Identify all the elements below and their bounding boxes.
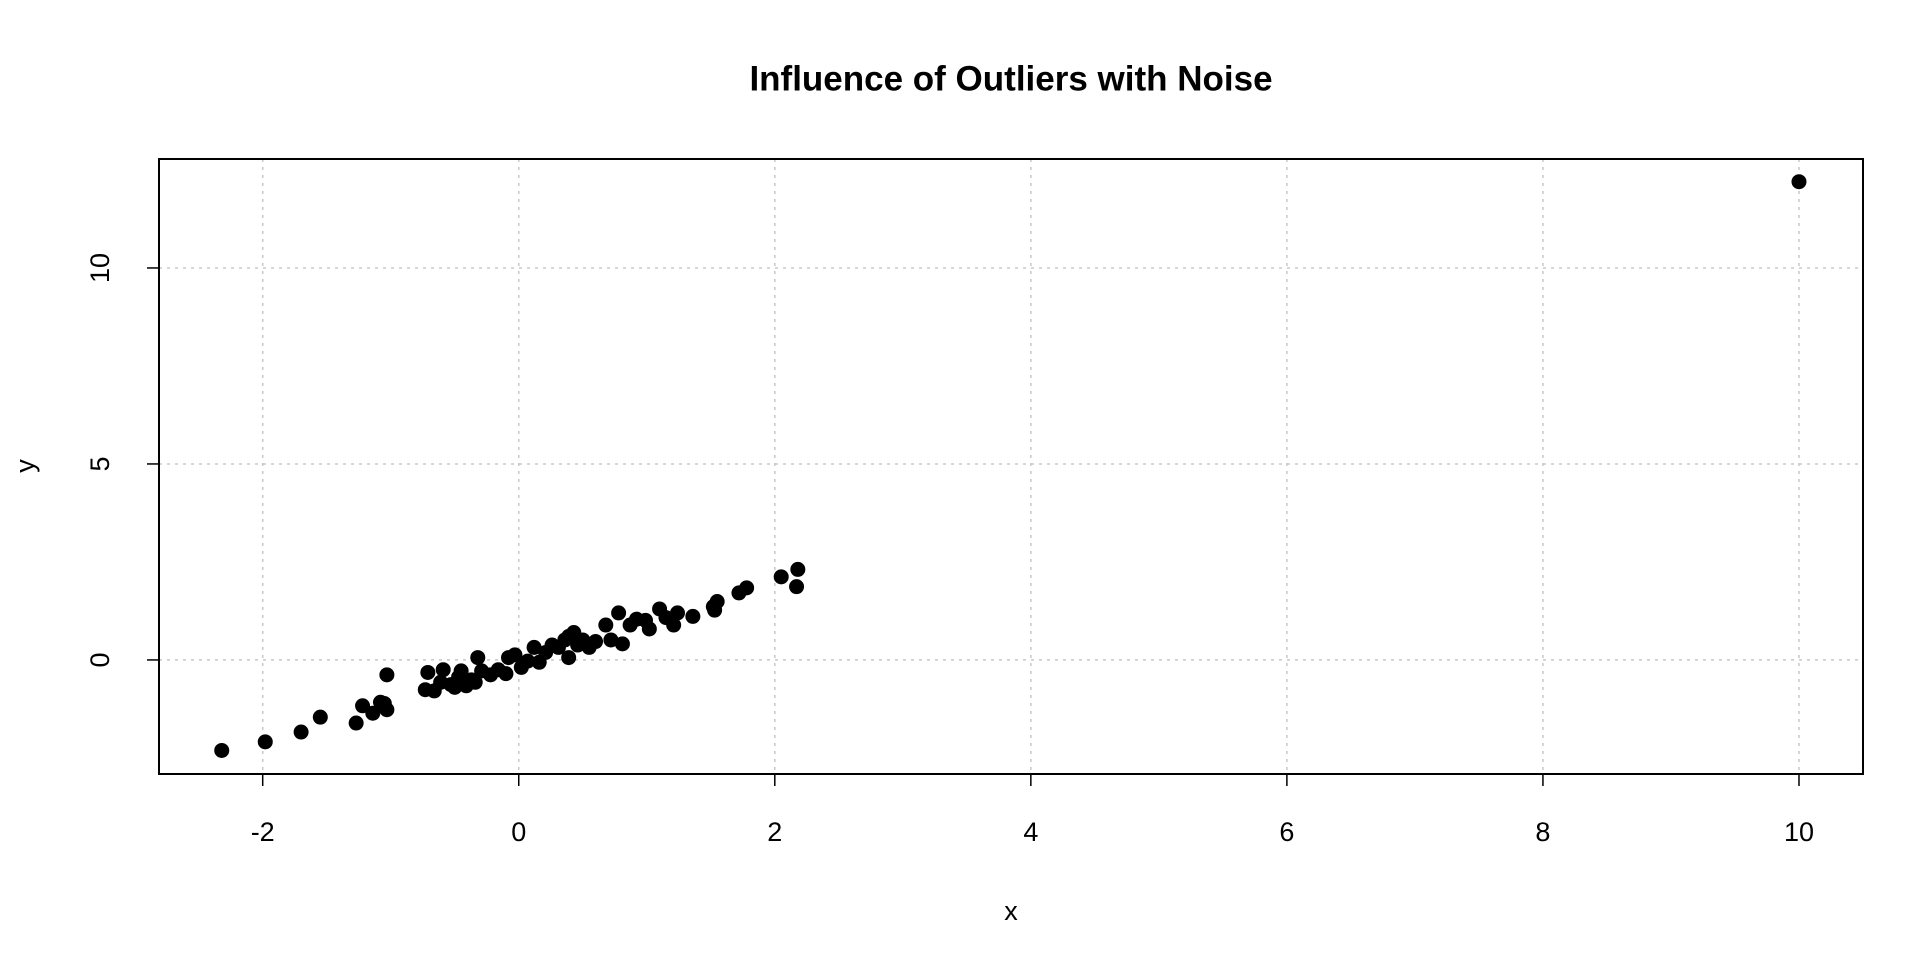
point [611,605,627,621]
point [603,632,619,648]
point [420,664,436,680]
point [467,674,483,690]
point [214,742,230,758]
point [498,666,514,682]
point [685,608,701,624]
x-tick-label: 0 [511,817,526,847]
point [257,734,273,750]
point [641,621,657,637]
points [214,174,1807,758]
x-tick-label: -2 [251,817,275,847]
point [435,662,451,678]
y-tick-label: 0 [85,652,115,667]
x-axis-label: x [1004,896,1018,926]
point [666,617,682,633]
x-tick-label: 10 [1784,817,1814,847]
y-tick-label: 5 [85,456,115,471]
point [1791,174,1807,190]
y-axis-label: y [10,459,40,473]
point [739,580,755,596]
point [526,639,542,655]
x-tick-label: 6 [1279,817,1294,847]
point [614,636,630,652]
point [470,650,486,666]
point [789,579,805,595]
point [379,667,395,683]
point [669,605,685,621]
x-tick-label: 8 [1535,817,1550,847]
point [588,634,604,650]
x-tick-label: 4 [1023,817,1038,847]
grid [159,159,1863,774]
point [348,715,364,731]
point [707,602,723,618]
point [312,709,328,725]
x-tick-label: 2 [767,817,782,847]
point [376,695,392,711]
point [453,663,469,679]
point [520,653,536,669]
y-tick-label: 10 [85,253,115,283]
plot-frame [158,158,1864,775]
point [790,561,806,577]
chart-title: Influence of Outliers with Noise [749,59,1272,98]
point [293,724,309,740]
point [598,617,614,633]
point [365,705,381,721]
point [561,650,577,666]
point [507,647,523,663]
point [773,569,789,585]
